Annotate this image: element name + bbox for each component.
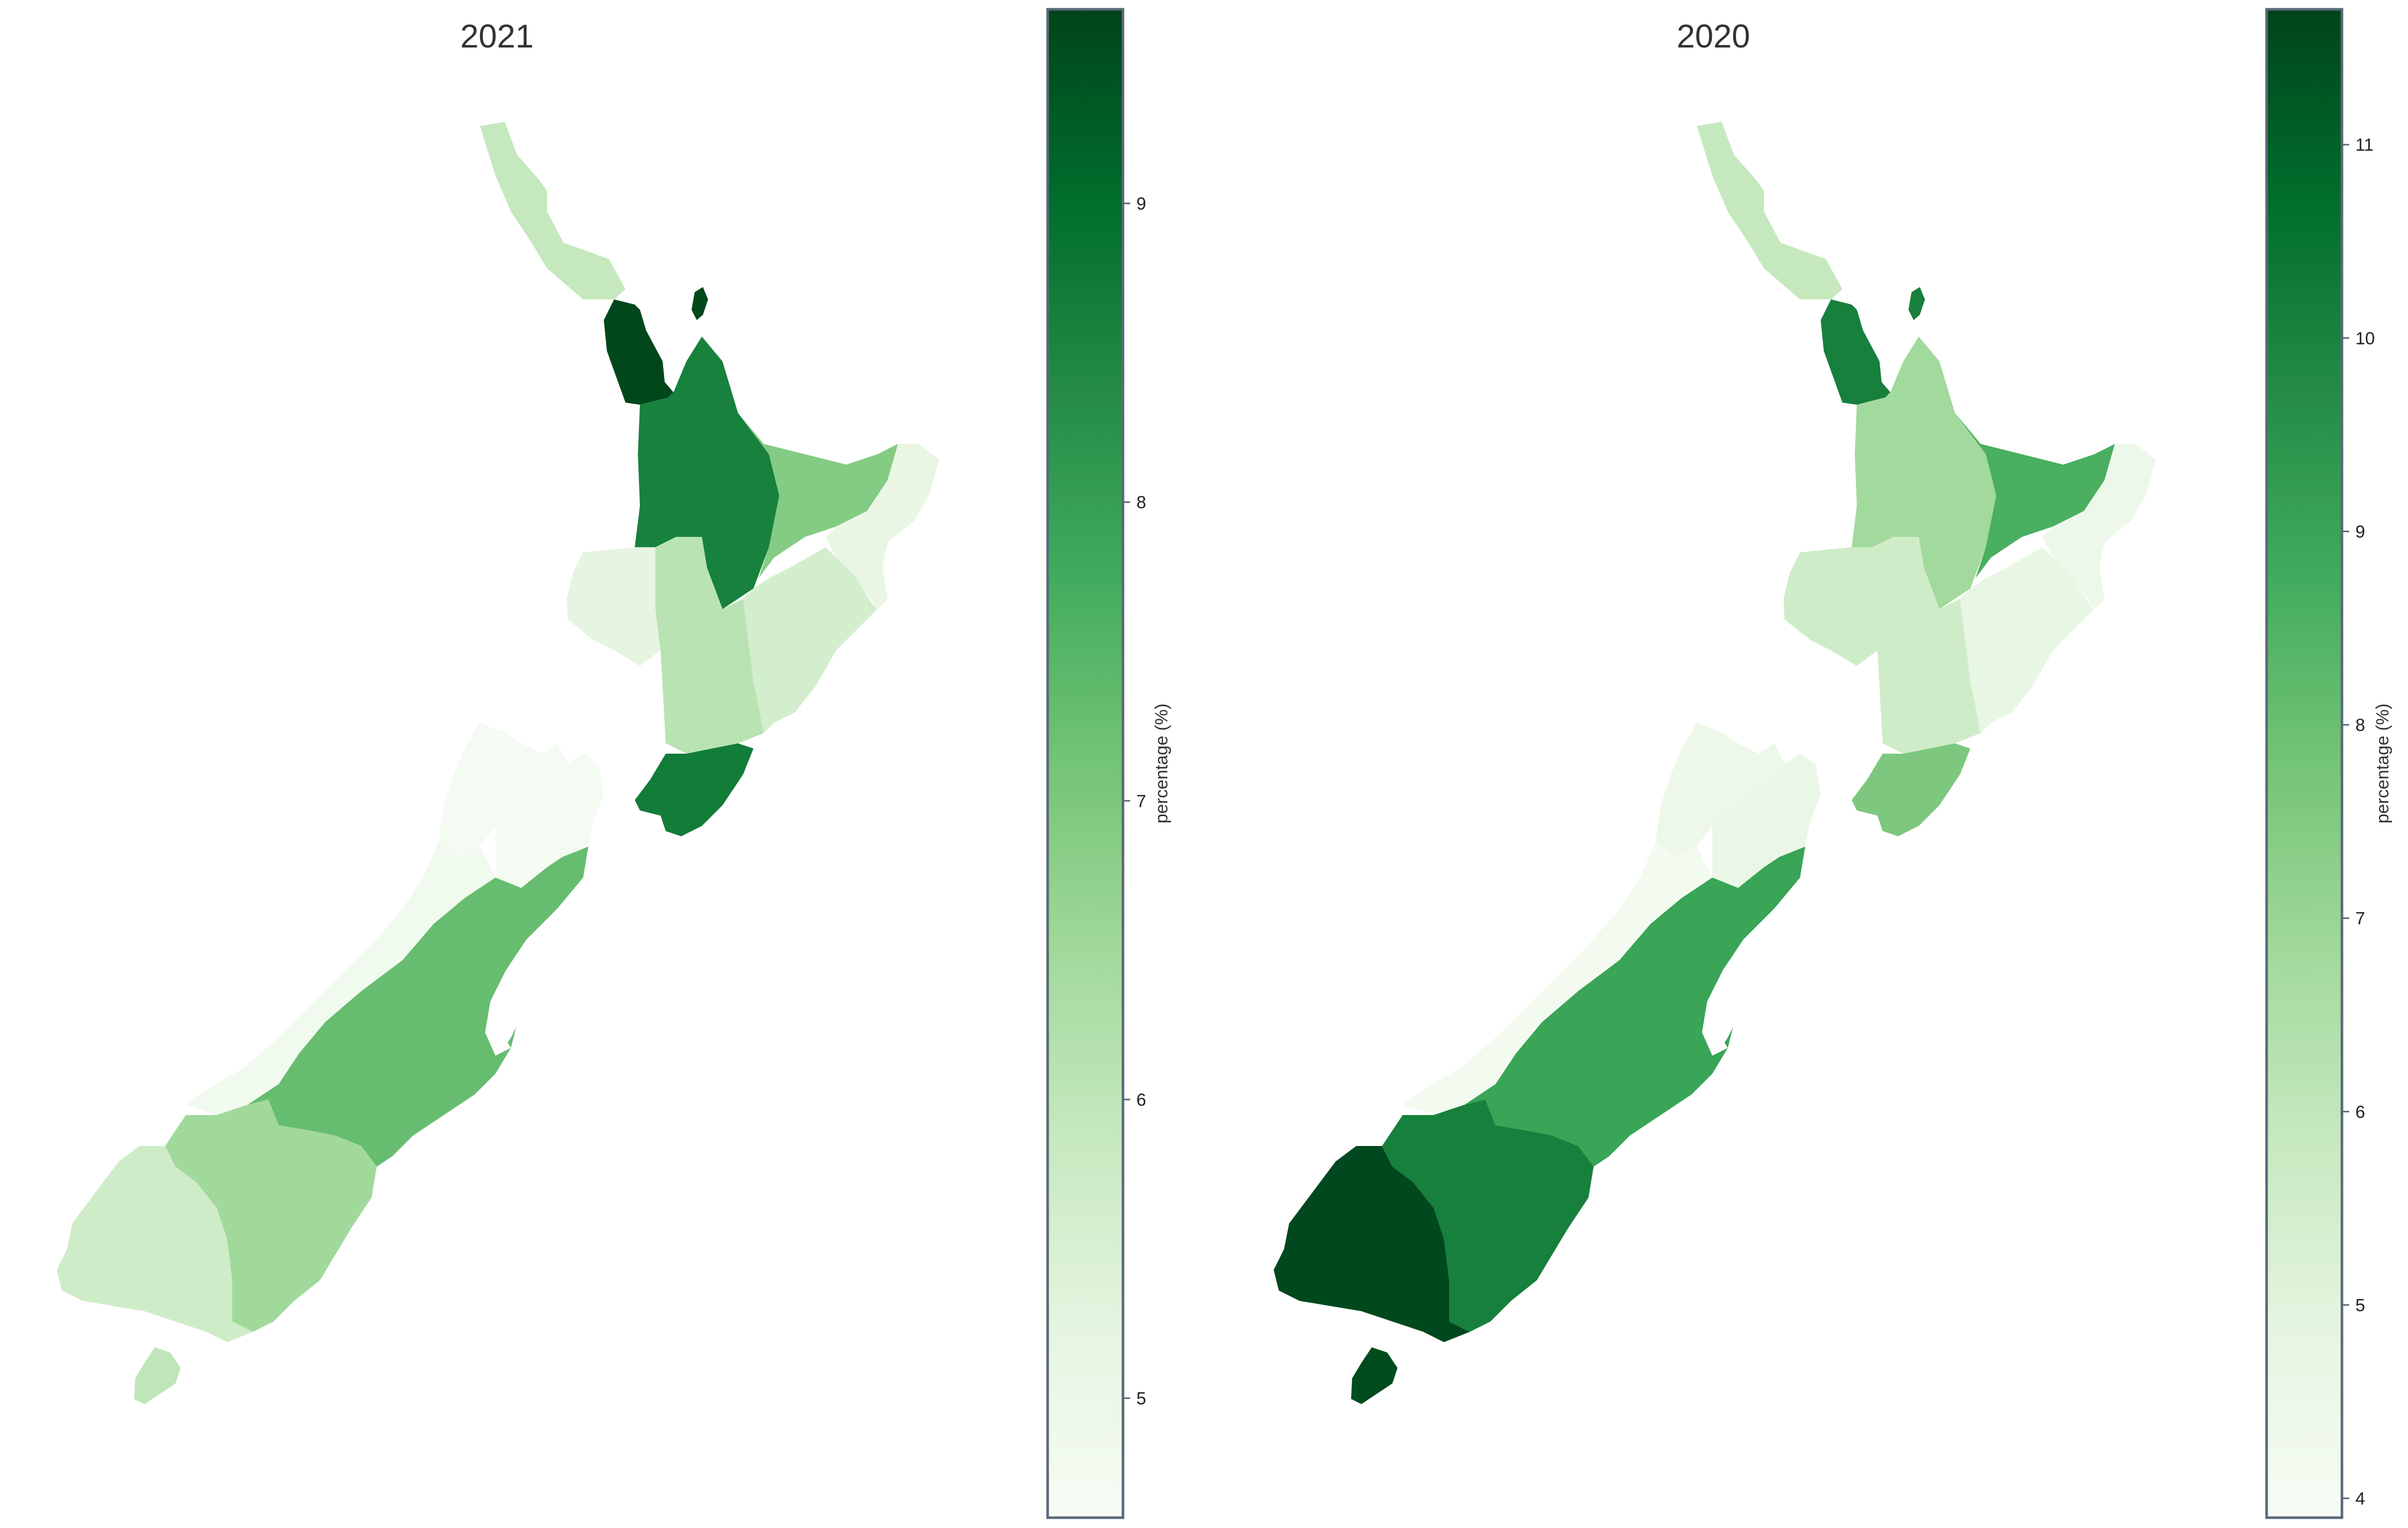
region-gisborne: [2043, 444, 2156, 609]
region-waikato: [635, 337, 779, 609]
colorbar-tick-label: 6: [1136, 1090, 1146, 1110]
nz-map: [1274, 122, 2156, 1404]
region-canterbury: [248, 847, 588, 1167]
region-hawkes-bay: [743, 547, 877, 733]
colorbar-label: percentage (%): [1152, 704, 1171, 823]
region-stewart-island: [1351, 1347, 1398, 1404]
colorbar-ticks: 4 5 6 7 8 9 10 11: [2342, 135, 2375, 1509]
colorbar-tick-label: 5: [1136, 1389, 1146, 1409]
colorbar-ticks: 5 6 7 8 9: [1123, 194, 1146, 1409]
panel-title: 2020: [1677, 18, 1750, 55]
colorbar-tick-label: 9: [1136, 194, 1146, 214]
region-gisborne: [826, 444, 939, 609]
region-northland: [1697, 122, 1842, 299]
region-bay-of-plenty: [738, 413, 898, 578]
region-otago: [1382, 1100, 1594, 1332]
colorbar-gradient: [2265, 8, 2343, 1519]
region-waikato: [1852, 337, 1996, 609]
colorbar-tick-label: 4: [2355, 1489, 2365, 1509]
region-taranaki: [567, 547, 661, 666]
region-otago: [165, 1100, 377, 1332]
colorbar: 4 5 6 7 8 9 10 11 percentage (%): [2265, 8, 2393, 1519]
region-marlborough: [1712, 754, 1821, 888]
region-tasman: [439, 723, 568, 857]
banks-peninsula-notch: [1702, 1032, 1728, 1056]
region-auckland: [604, 299, 673, 405]
nz-map: [57, 122, 939, 1404]
colorbar-tick-label: 6: [2355, 1102, 2365, 1122]
region-hawkes-bay: [1960, 547, 2094, 733]
region-wellington: [635, 743, 753, 836]
region-taranaki: [1784, 547, 1877, 666]
region-southland: [57, 1146, 253, 1342]
colorbar-tick-label: 11: [2355, 135, 2373, 155]
region-nelson: [1759, 743, 1785, 785]
colorbar-gradient: [1046, 8, 1125, 1519]
colorbar-tick-label: 9: [2355, 522, 2365, 542]
colorbar-tick-label: 10: [2355, 329, 2375, 348]
banks-peninsula-notch: [485, 1032, 511, 1056]
region-manawatu-whanganui: [1872, 537, 1981, 754]
region-tasman: [1656, 723, 1785, 857]
region-nelson: [542, 743, 568, 785]
colorbar-tick-label: 7: [1136, 791, 1146, 811]
region-west-coast: [186, 841, 495, 1115]
map-panel-2020: 2020 4 5 6 7 8 9 10 11 percentage (%): [1274, 8, 2393, 1519]
region-auckland-islands: [692, 287, 708, 320]
colorbar: 5 6 7 8 9 percentage (%): [1046, 8, 1171, 1519]
region-stewart-island: [134, 1347, 181, 1404]
region-manawatu-whanganui: [655, 537, 764, 754]
region-marlborough: [495, 754, 604, 888]
region-bay-of-plenty: [1955, 413, 2115, 578]
region-southland: [1274, 1146, 1470, 1342]
panel-title: 2021: [460, 18, 534, 55]
colorbar-tick-label: 8: [1136, 493, 1146, 513]
region-canterbury: [1465, 847, 1805, 1167]
region-wellington: [1852, 743, 1970, 836]
region-auckland-islands: [1908, 287, 1925, 320]
colorbar-tick-label: 7: [2355, 909, 2365, 929]
colorbar-label: percentage (%): [2373, 704, 2393, 823]
region-west-coast: [1403, 841, 1712, 1115]
colorbar-tick-label: 5: [2355, 1296, 2365, 1315]
colorbar-tick-label: 8: [2355, 715, 2365, 735]
region-northland: [480, 122, 625, 299]
map-panel-2021: 2021 5 6 7 8 9 percentage (%): [57, 8, 1171, 1519]
region-auckland: [1821, 299, 1890, 405]
